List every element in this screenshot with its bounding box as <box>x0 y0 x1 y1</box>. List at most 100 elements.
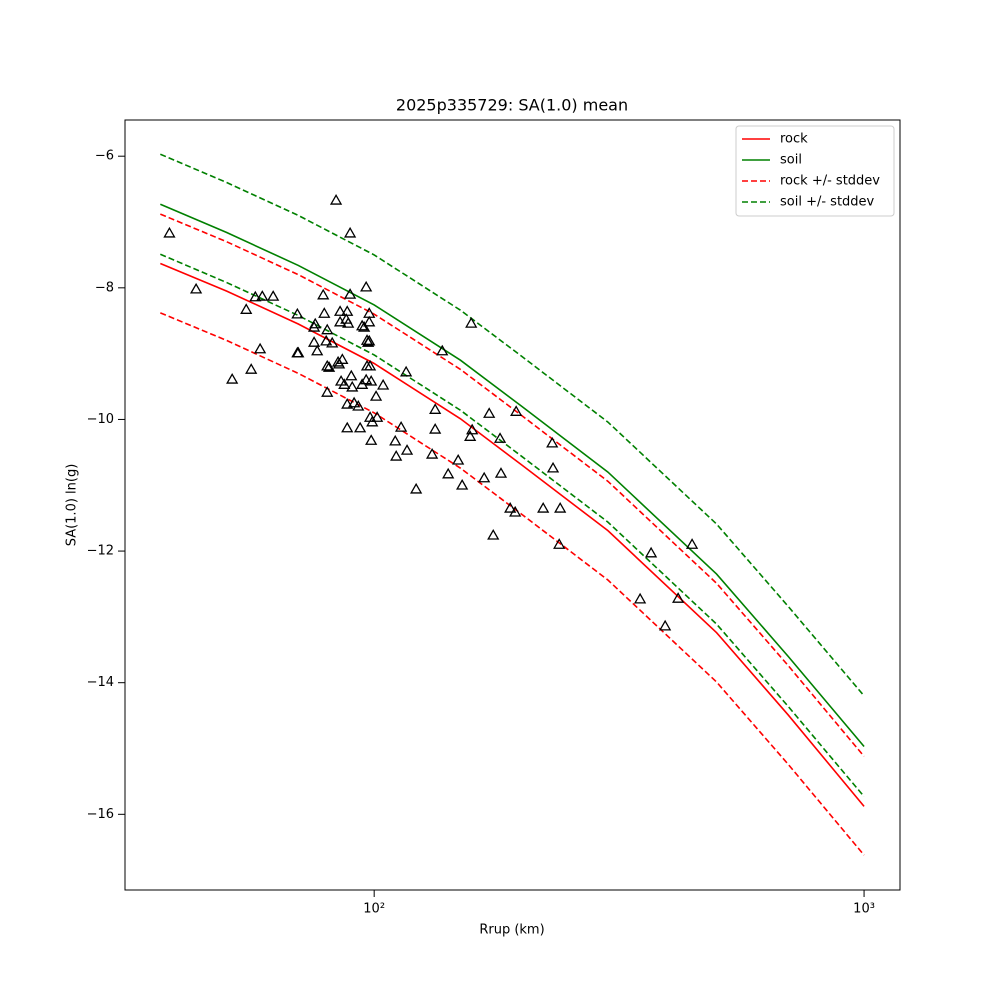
observation-marker <box>509 505 522 517</box>
observation-marker <box>226 372 239 384</box>
observation-marker <box>341 421 354 433</box>
observation-marker <box>358 320 371 332</box>
observation-marker <box>342 317 355 328</box>
observation-marker <box>317 288 330 300</box>
observation-marker <box>321 323 334 335</box>
observation-marker <box>394 421 408 432</box>
y-tick-label: −16 <box>87 807 114 822</box>
observation-marker <box>352 399 365 411</box>
observation-marker <box>493 432 507 443</box>
x-axis-label: Rrup (km) <box>479 923 544 938</box>
observation-marker <box>553 538 566 549</box>
observation-marker <box>644 546 658 558</box>
observation-marker <box>410 482 423 494</box>
observation-marker <box>685 538 699 549</box>
legend-label: soil +/- stddev <box>780 195 875 210</box>
observation-marker <box>390 449 403 461</box>
observation-marker <box>429 423 442 434</box>
observation-marker <box>338 378 351 389</box>
observation-marker <box>343 226 357 238</box>
observation-marker <box>546 436 559 448</box>
observation-marker <box>307 336 321 347</box>
legend-label: rock +/- stddev <box>780 174 880 189</box>
observation-marker <box>466 423 479 435</box>
observation-marker <box>363 334 376 346</box>
legend-label: soil <box>780 153 802 168</box>
observation-marker <box>321 386 334 397</box>
observation-marker <box>311 344 324 356</box>
observation-marker <box>318 307 331 318</box>
observation-marker <box>322 361 336 372</box>
observation-marker <box>487 528 500 540</box>
observation-marker <box>240 303 253 314</box>
observation-marker <box>267 290 280 301</box>
mean-line <box>160 203 865 748</box>
observation-marker <box>429 403 442 414</box>
plot-frame <box>124 119 901 891</box>
observation-marker <box>478 471 491 483</box>
y-tick-label: −14 <box>87 675 114 690</box>
observation-marker <box>425 448 439 459</box>
observation-marker <box>465 317 478 328</box>
observation-marker <box>253 342 267 354</box>
observation-marker <box>371 411 384 422</box>
observation-marker <box>442 467 455 479</box>
observation-marker <box>341 397 354 409</box>
observation-marker <box>400 444 414 455</box>
observation-marker <box>369 390 383 401</box>
observation-marker <box>659 619 672 631</box>
observation-marker <box>343 288 357 299</box>
observation-marker <box>336 353 349 364</box>
stddev-line <box>160 213 865 757</box>
stddev-line <box>160 312 865 856</box>
observation-marker <box>341 305 354 316</box>
observation-marker <box>494 467 508 478</box>
observation-marker <box>309 317 322 329</box>
y-axis-label: SA(1.0) ln(g) <box>65 464 80 547</box>
observation-marker <box>326 336 339 348</box>
observation-marker <box>321 359 334 371</box>
observation-marker <box>363 359 377 371</box>
observation-marker <box>377 378 390 390</box>
observation-marker <box>189 282 203 294</box>
observation-marker <box>320 334 333 346</box>
legend-label: rock <box>780 132 808 147</box>
observation-marker <box>249 290 262 302</box>
observation-marker <box>504 501 517 513</box>
observation-marker <box>163 226 176 238</box>
observation-marker <box>353 421 367 433</box>
observation-marker <box>346 380 359 392</box>
observation-marker <box>291 307 304 319</box>
observation-marker <box>537 501 550 513</box>
observation-marker <box>436 344 449 356</box>
observation-marker <box>360 280 373 292</box>
observation-marker <box>365 374 378 386</box>
observation-marker <box>363 315 376 327</box>
x-tick-label: 10³ <box>853 902 875 917</box>
observation-marker <box>456 478 469 490</box>
observation-marker <box>672 592 685 603</box>
observation-marker <box>307 320 321 332</box>
y-tick-label: −6 <box>95 149 114 164</box>
observation-marker <box>329 193 343 205</box>
observation-marker <box>546 461 560 473</box>
observation-marker <box>360 373 373 385</box>
y-tick-label: −10 <box>87 412 114 427</box>
stddev-line <box>160 153 865 697</box>
legend-box <box>735 125 895 217</box>
y-tick-label: −12 <box>87 544 114 559</box>
mean-line <box>160 262 865 807</box>
x-tick-label: 10² <box>363 902 385 917</box>
observation-marker <box>345 369 358 381</box>
y-tick-label: −8 <box>95 280 114 295</box>
observation-marker <box>256 290 269 301</box>
observation-marker <box>633 592 647 604</box>
observation-marker <box>347 396 361 408</box>
observation-marker <box>464 430 477 441</box>
stddev-line <box>160 253 865 798</box>
observation-marker <box>365 434 378 445</box>
observation-marker <box>483 407 496 418</box>
observation-marker <box>399 365 413 377</box>
observation-marker <box>452 453 465 465</box>
